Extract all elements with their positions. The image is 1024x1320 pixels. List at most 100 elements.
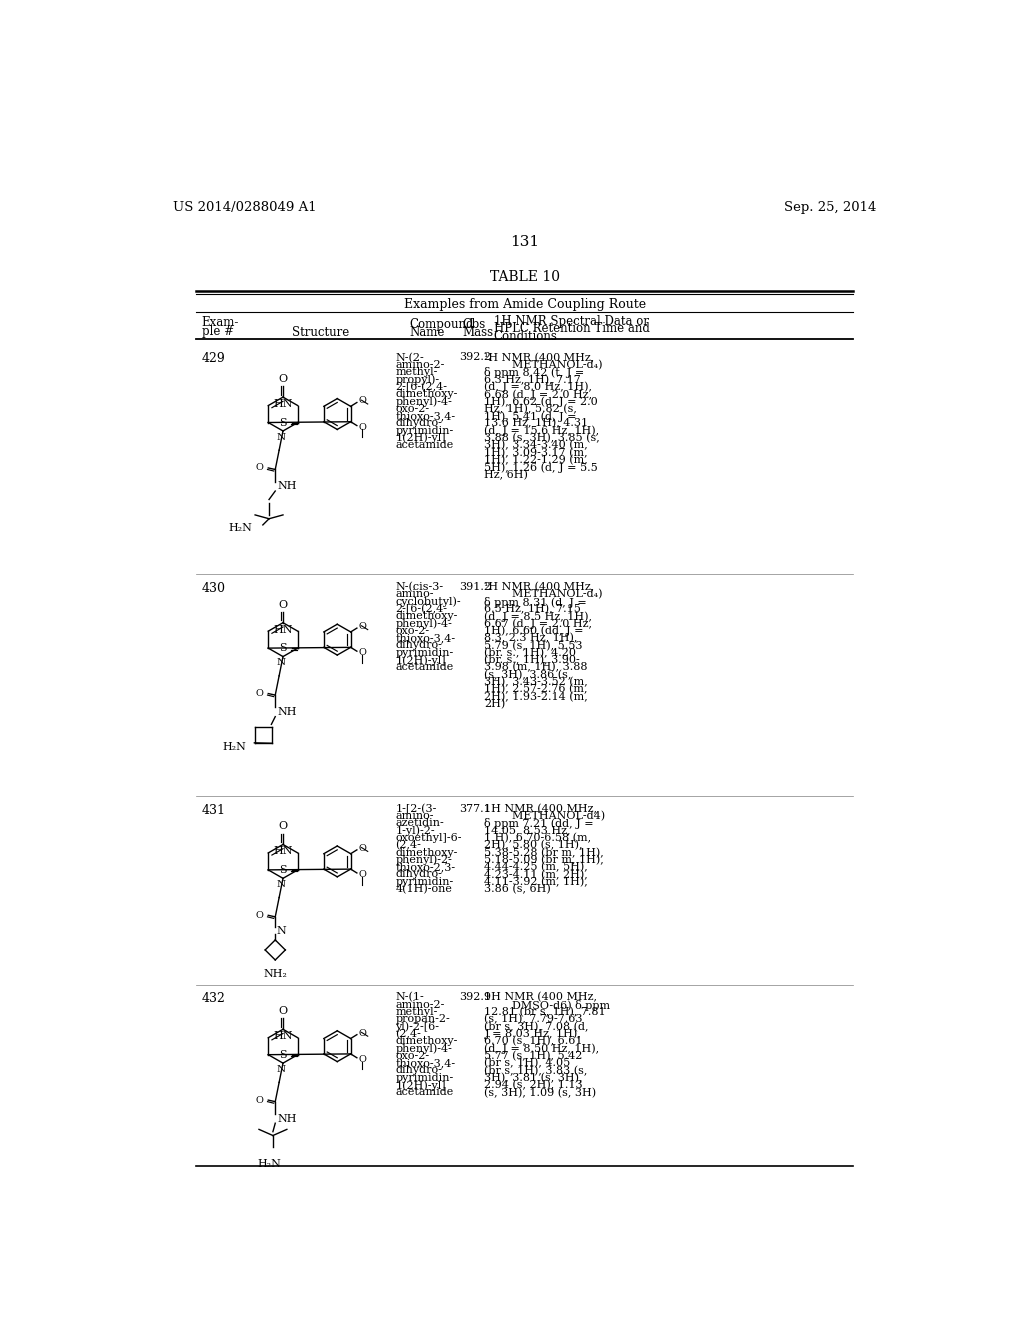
Text: 3H), 3.34-3.40 (m,: 3H), 3.34-3.40 (m, [484,441,588,450]
Text: thioxo-3,4-: thioxo-3,4- [395,411,456,421]
Text: 2H), 5.80 (s, 1H),: 2H), 5.80 (s, 1H), [484,841,583,850]
Text: O: O [279,1006,288,1016]
Text: N: N [276,925,287,936]
Text: (br s, 3H), 7.08 (d,: (br s, 3H), 7.08 (d, [484,1022,589,1032]
Text: US 2014/0288049 A1: US 2014/0288049 A1 [173,201,316,214]
Text: 2.94 (s, 2H), 1.13: 2.94 (s, 2H), 1.13 [484,1080,583,1090]
Text: 1-[2-(3-: 1-[2-(3- [395,804,437,814]
Text: 12.81 (br s, 1H), 7.81: 12.81 (br s, 1H), 7.81 [484,1007,606,1018]
Text: δ ppm 7.21 (dd, J =: δ ppm 7.21 (dd, J = [484,818,594,829]
Text: O: O [279,374,288,384]
Text: 2H), 1.93-2.14 (m,: 2H), 1.93-2.14 (m, [484,692,588,702]
Text: 2-[6-(2,4-: 2-[6-(2,4- [395,603,447,614]
Text: O: O [358,648,367,657]
Text: dihydro-: dihydro- [395,418,442,428]
Text: acetamide: acetamide [395,1088,454,1097]
Text: 1H NMR Spectral Data or: 1H NMR Spectral Data or [494,314,649,327]
Text: N-(2-: N-(2- [395,352,424,363]
Text: pyrimidin-: pyrimidin- [395,425,454,436]
Text: (br s, 1H), 4.05: (br s, 1H), 4.05 [484,1059,570,1068]
Text: Mass: Mass [463,326,494,339]
Text: N-(1-: N-(1- [395,993,424,1003]
Text: O: O [358,843,367,853]
Text: HN: HN [273,1031,293,1041]
Text: METHANOL-d₄): METHANOL-d₄) [484,589,603,599]
Text: O: O [279,821,288,832]
Text: NH: NH [278,482,297,491]
Text: pyrimidin-: pyrimidin- [395,1073,454,1082]
Text: 13.6 Hz, 1H), 4.31: 13.6 Hz, 1H), 4.31 [484,418,589,429]
Text: (s, 3H), 3.86 (s,: (s, 3H), 3.86 (s, [484,669,571,680]
Text: N-(cis-3-: N-(cis-3- [395,582,443,593]
Text: O: O [279,599,288,610]
Text: δ ppm 8.31 (d, J =: δ ppm 8.31 (d, J = [484,597,587,607]
Text: N: N [276,433,286,441]
Text: NH₂: NH₂ [263,969,287,979]
Text: phenyl)-4-: phenyl)-4- [395,396,453,407]
Text: (s, 3H), 1.09 (s, 3H): (s, 3H), 1.09 (s, 3H) [484,1088,597,1098]
Text: 1H), 6.62 (d, J = 2.0: 1H), 6.62 (d, J = 2.0 [484,396,598,407]
Text: 2H): 2H) [484,700,506,709]
Text: NH: NH [278,1114,297,1123]
Text: methyl-: methyl- [395,367,437,378]
Text: Exam-: Exam- [202,317,239,329]
Text: Name: Name [410,326,444,339]
Text: (br. s., 1H), 3.90-: (br. s., 1H), 3.90- [484,655,581,665]
Text: propan-2-: propan-2- [395,1014,451,1024]
Text: HN: HN [273,846,293,857]
Text: 5.38-5.28 (br m, 1H),: 5.38-5.28 (br m, 1H), [484,847,604,858]
Text: 4.23-4.11 (m, 2H),: 4.23-4.11 (m, 2H), [484,870,588,880]
Text: 1H NMR (400 MHz,: 1H NMR (400 MHz, [484,804,597,814]
Text: amino-: amino- [395,810,434,821]
Text: oxo-2-: oxo-2- [395,1051,429,1061]
Text: (d, J = 15.6 Hz, 1H),: (d, J = 15.6 Hz, 1H), [484,425,600,436]
Text: oxo-2-: oxo-2- [395,404,429,413]
Text: 3H), 3.81 (s, 3H),: 3H), 3.81 (s, 3H), [484,1073,583,1084]
Text: O: O [256,463,263,473]
Text: (2,4-: (2,4- [395,841,421,850]
Text: O: O [256,689,263,698]
Text: 1(2H)-yl]: 1(2H)-yl] [395,1080,446,1090]
Text: O: O [358,622,367,631]
Text: O: O [256,911,263,920]
Text: HPLC Retention Time and: HPLC Retention Time and [494,322,649,335]
Text: dimethoxy-: dimethoxy- [395,611,458,622]
Text: oxo-2-: oxo-2- [395,626,429,636]
Text: phenyl)-4-: phenyl)-4- [395,1044,453,1055]
Text: acetamide: acetamide [395,441,454,450]
Text: dimethoxy-: dimethoxy- [395,1036,458,1047]
Text: 6.68 (d, J = 2.0 Hz,: 6.68 (d, J = 2.0 Hz, [484,389,593,400]
Text: DMSO-d6) δ ppm: DMSO-d6) δ ppm [484,999,610,1011]
Text: dihydro-: dihydro- [395,640,442,651]
Text: dimethoxy-: dimethoxy- [395,389,458,399]
Text: methyl-: methyl- [395,1007,437,1016]
Text: HN: HN [273,399,293,409]
Text: (d, J = 8.5 Hz, 1H),: (d, J = 8.5 Hz, 1H), [484,611,593,622]
Text: thioxo-2,3-: thioxo-2,3- [395,862,456,873]
Text: 6.5 Hz, 1H), 7.15: 6.5 Hz, 1H), 7.15 [484,603,582,614]
Text: O: O [358,1055,367,1064]
Text: ¹H NMR (400 MHz,: ¹H NMR (400 MHz, [484,582,595,593]
Text: 429: 429 [202,352,225,366]
Text: propyl)-: propyl)- [395,375,439,385]
Text: 4.44-4.25 (m, 5H),: 4.44-4.25 (m, 5H), [484,862,588,873]
Text: S: S [280,643,287,653]
Text: 1H), 2.57-2.76 (m,: 1H), 2.57-2.76 (m, [484,684,588,694]
Text: Compound: Compound [410,318,474,331]
Text: thioxo-3,4-: thioxo-3,4- [395,1059,456,1068]
Text: 1-yl)-2-: 1-yl)-2- [395,825,435,836]
Text: phenyl)-2-: phenyl)-2- [395,855,453,866]
Text: δ ppm 8.42 (t, J =: δ ppm 8.42 (t, J = [484,367,585,378]
Text: 2-[6-(2,4-: 2-[6-(2,4- [395,381,447,392]
Text: 6.3 Hz, 1H), 7.17: 6.3 Hz, 1H), 7.17 [484,375,582,384]
Text: H₂N: H₂N [228,523,252,533]
Text: 392.2: 392.2 [459,352,490,363]
Text: phenyl)-4-: phenyl)-4- [395,619,453,630]
Text: 432: 432 [202,993,225,1006]
Text: METHANOL-d₄): METHANOL-d₄) [484,360,603,370]
Text: thioxo-3,4-: thioxo-3,4- [395,634,456,643]
Text: 3.88 (s, 3H), 3.85 (s,: 3.88 (s, 3H), 3.85 (s, [484,433,600,444]
Text: 1 H), 6.70-6.58 (m,: 1 H), 6.70-6.58 (m, [484,833,592,843]
Text: (d, J = 8.50 Hz, 1H),: (d, J = 8.50 Hz, 1H), [484,1044,600,1055]
Text: O: O [358,870,367,879]
